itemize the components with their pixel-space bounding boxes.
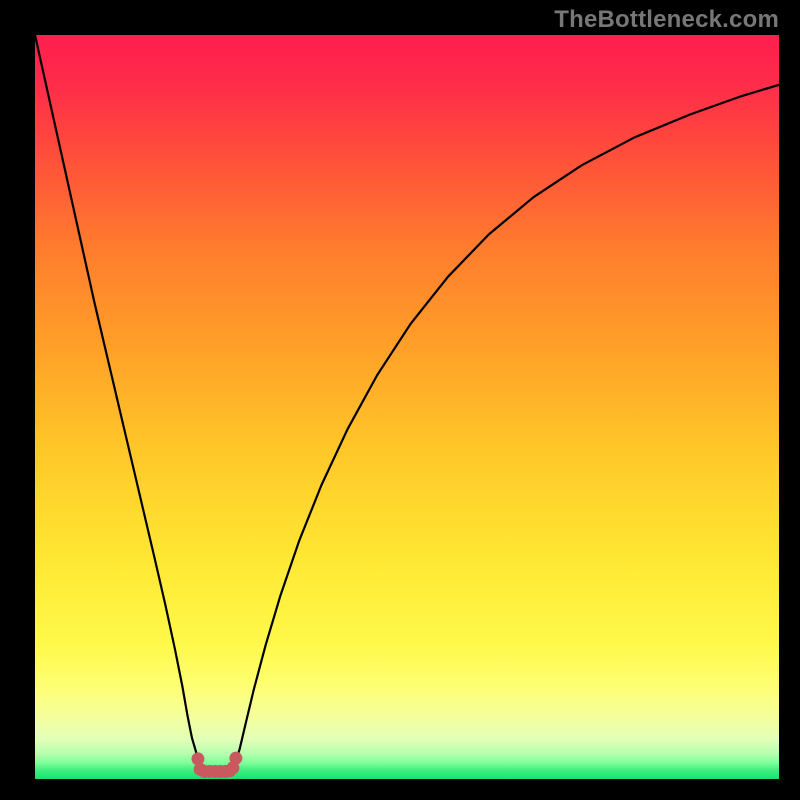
plot-area: [35, 35, 779, 779]
watermark-text: TheBottleneck.com: [554, 6, 779, 34]
marker-dot: [192, 753, 204, 765]
marker-dot: [230, 752, 242, 764]
plot-svg: [35, 35, 779, 779]
gradient-background: [35, 35, 779, 779]
chart-frame: TheBottleneck.com: [0, 0, 800, 800]
